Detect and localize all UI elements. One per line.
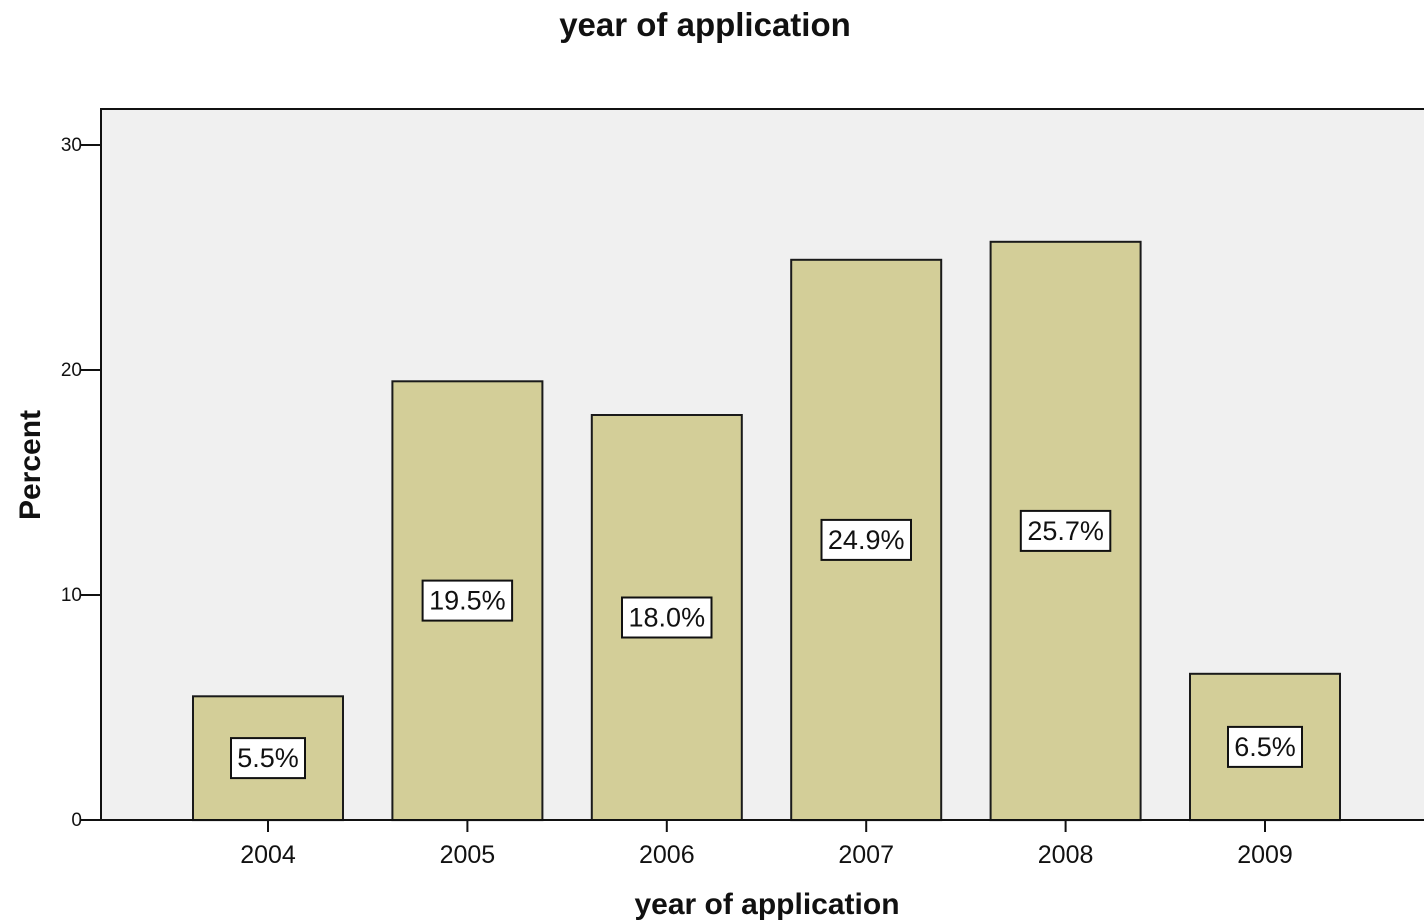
x-tick-label-2004: 2004 [240, 841, 296, 869]
y-tick-label-0: 0 [71, 810, 82, 831]
data-label-box-2006 [621, 596, 713, 639]
axes-group: 0 10 20 30 2004 2005 2006 2007 2008 2009 [61, 109, 1424, 869]
data-label-2008: 25.7% [1027, 516, 1104, 546]
data-label-2004: 5.5% [237, 743, 299, 773]
x-tick-label-2007: 2007 [838, 841, 894, 869]
data-label-2006: 18.0% [629, 603, 706, 633]
y-tick-label-30: 30 [61, 135, 82, 156]
data-label-2007: 24.9% [828, 525, 905, 555]
data-label-2009: 6.5% [1234, 732, 1296, 762]
x-axis-label: year of application [634, 888, 899, 921]
chart-title: year of application [559, 6, 851, 43]
data-label-box-2005 [421, 579, 514, 622]
data-label-box-2008 [1019, 509, 1112, 552]
x-tick-label-2005: 2005 [440, 841, 496, 869]
x-tick-label-2009: 2009 [1237, 841, 1293, 869]
y-tick-label-20: 20 [61, 360, 82, 381]
y-tick-label-10: 10 [61, 585, 82, 606]
y-axis-label: Percent [14, 410, 47, 520]
data-label-box-2004 [230, 737, 306, 780]
data-label-2005: 19.5% [429, 586, 506, 616]
data-label-box-2009 [1227, 725, 1303, 768]
x-tick-label-2008: 2008 [1038, 841, 1094, 869]
x-tick-label-2006: 2006 [639, 841, 695, 869]
data-label-box-2007 [820, 518, 912, 561]
data-labels-group: 5.5% 19.5% 18.0% 24.9% 25.7% 6.5% [230, 509, 1303, 780]
